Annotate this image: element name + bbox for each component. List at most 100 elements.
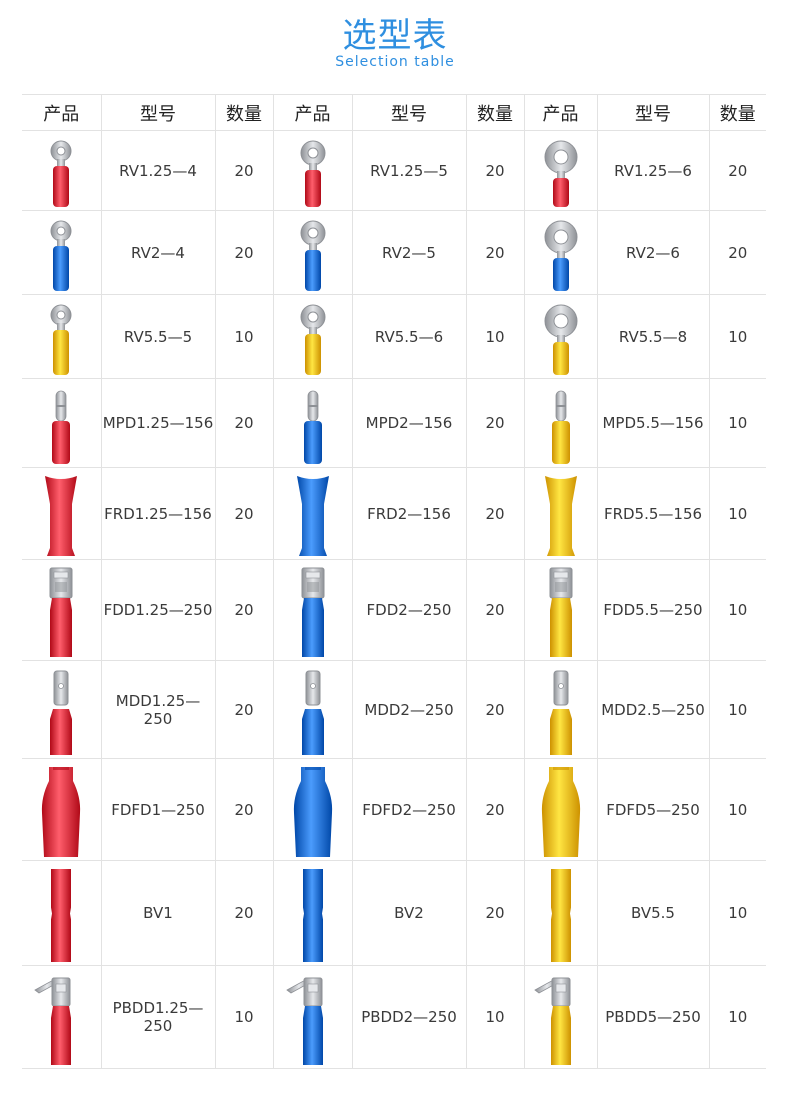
piggy-terminal-icon	[285, 976, 323, 1065]
header-quantity: 数量	[466, 94, 525, 131]
piggy-terminal-icon	[34, 976, 72, 1065]
product-quantity: 20	[466, 467, 525, 560]
product-image	[273, 758, 352, 861]
header-product: 产品	[273, 94, 352, 131]
table-header-row: 产品 型号 数量 产品 型号 数量 产品 型号 数量	[22, 94, 766, 131]
ring-terminal-icon	[50, 304, 72, 375]
product-model: RV1.25—6	[596, 130, 710, 211]
product-quantity: 20	[466, 378, 525, 468]
product-model: RV1.25—5	[351, 130, 467, 211]
header-model: 型号	[100, 94, 216, 131]
product-model: PBDD1.25—250	[100, 965, 216, 1069]
product-image	[273, 130, 352, 211]
product-model: FRD5.5—156	[596, 467, 710, 560]
product-quantity: 20	[466, 210, 525, 295]
product-quantity: 10	[466, 965, 525, 1069]
product-quantity: 20	[215, 130, 274, 211]
product-quantity: 20	[709, 210, 766, 295]
product-image	[524, 467, 597, 560]
product-image	[524, 210, 597, 295]
female-terminal-icon	[49, 567, 73, 657]
product-image	[524, 860, 597, 966]
product-image	[22, 294, 101, 379]
product-quantity: 20	[466, 559, 525, 661]
product-image	[273, 210, 352, 295]
butt-terminal-icon	[51, 868, 72, 962]
female-terminal-icon	[549, 567, 572, 657]
product-quantity: 20	[466, 860, 525, 966]
product-model: MDD1.25—250	[100, 660, 216, 759]
product-image	[273, 660, 352, 759]
table-row: RV1.25—4 20 RV1.25—5 20 RV1.25—6 20	[22, 130, 766, 211]
header-model: 型号	[351, 94, 467, 131]
product-image	[524, 559, 597, 661]
product-model: RV5.5—5	[100, 294, 216, 379]
product-image	[22, 965, 101, 1069]
product-image	[22, 559, 101, 661]
product-quantity: 20	[215, 210, 274, 295]
product-quantity: 20	[215, 467, 274, 560]
table-row: RV2—4 20 RV2—5 20 RV2—6 20	[22, 210, 766, 295]
product-image	[273, 294, 352, 379]
product-image	[22, 467, 101, 560]
table-row: FDD1.25—250 20 FDD2—250 20 FDD5.5—250 10	[22, 559, 766, 661]
product-quantity: 20	[215, 758, 274, 861]
product-model: RV2—6	[596, 210, 710, 295]
product-quantity: 10	[709, 294, 766, 379]
butt-terminal-icon	[550, 868, 571, 962]
product-image	[273, 860, 352, 966]
product-quantity: 10	[466, 294, 525, 379]
table-row: BV1 20 BV2 20 BV5.5 10	[22, 860, 766, 966]
header-product: 产品	[22, 94, 101, 131]
product-quantity: 10	[215, 294, 274, 379]
product-image	[524, 294, 597, 379]
table-row: RV5.5—5 10 RV5.5—6 10 RV5.5—8 10	[22, 294, 766, 379]
product-image	[524, 130, 597, 211]
sleeve-terminal-icon	[45, 475, 78, 556]
product-quantity: 10	[709, 660, 766, 759]
sleeve-terminal-icon	[296, 475, 329, 556]
product-image	[273, 559, 352, 661]
product-model: FRD2—156	[351, 467, 467, 560]
product-image	[273, 467, 352, 560]
product-model: PBDD5—250	[596, 965, 710, 1069]
table-row: MPD1.25—156 20 MPD2—156 20 MPD5.5—156 10	[22, 378, 766, 468]
fullsleeve-terminal-icon	[293, 766, 332, 857]
product-image	[22, 758, 101, 861]
product-image	[22, 210, 101, 295]
product-model: FDFD5—250	[596, 758, 710, 861]
fullsleeve-terminal-icon	[541, 766, 580, 857]
header-product: 产品	[524, 94, 597, 131]
male-terminal-icon	[301, 670, 324, 755]
product-quantity: 20	[215, 559, 274, 661]
product-image	[273, 965, 352, 1069]
page-subtitle: Selection table	[335, 54, 455, 70]
product-model: FDD5.5—250	[596, 559, 710, 661]
product-image	[524, 965, 597, 1069]
ring-terminal-icon	[50, 140, 72, 207]
male-terminal-icon	[50, 670, 73, 755]
product-image	[524, 660, 597, 759]
product-quantity: 20	[215, 660, 274, 759]
bullet-terminal-icon	[551, 390, 570, 464]
sleeve-terminal-icon	[544, 475, 577, 556]
product-quantity: 20	[215, 860, 274, 966]
product-quantity: 20	[466, 758, 525, 861]
product-image	[524, 378, 597, 468]
table-row: FRD1.25—156 20 FRD2—156 20 FRD5.5—156 10	[22, 467, 766, 560]
product-quantity: 10	[709, 860, 766, 966]
product-model: RV5.5—8	[596, 294, 710, 379]
table-row: MDD1.25—250 20 MDD2—250 20 MDD2.5—250 10	[22, 660, 766, 759]
product-image	[22, 860, 101, 966]
selection-table: 产品 型号 数量 产品 型号 数量 产品 型号 数量 RV1.25—4 20 RV1…	[22, 94, 766, 1069]
product-model: MPD1.25—156	[100, 378, 216, 468]
product-model: RV2—5	[351, 210, 467, 295]
ring-terminal-icon	[300, 304, 325, 375]
ring-terminal-icon	[300, 140, 325, 207]
product-quantity: 10	[709, 467, 766, 560]
product-quantity: 10	[709, 378, 766, 468]
ring-terminal-icon	[300, 220, 325, 291]
female-terminal-icon	[301, 567, 324, 657]
header-model: 型号	[596, 94, 710, 131]
table-row: PBDD1.25—250 10 PBDD2—250 10 PBDD5—250 10	[22, 965, 766, 1069]
